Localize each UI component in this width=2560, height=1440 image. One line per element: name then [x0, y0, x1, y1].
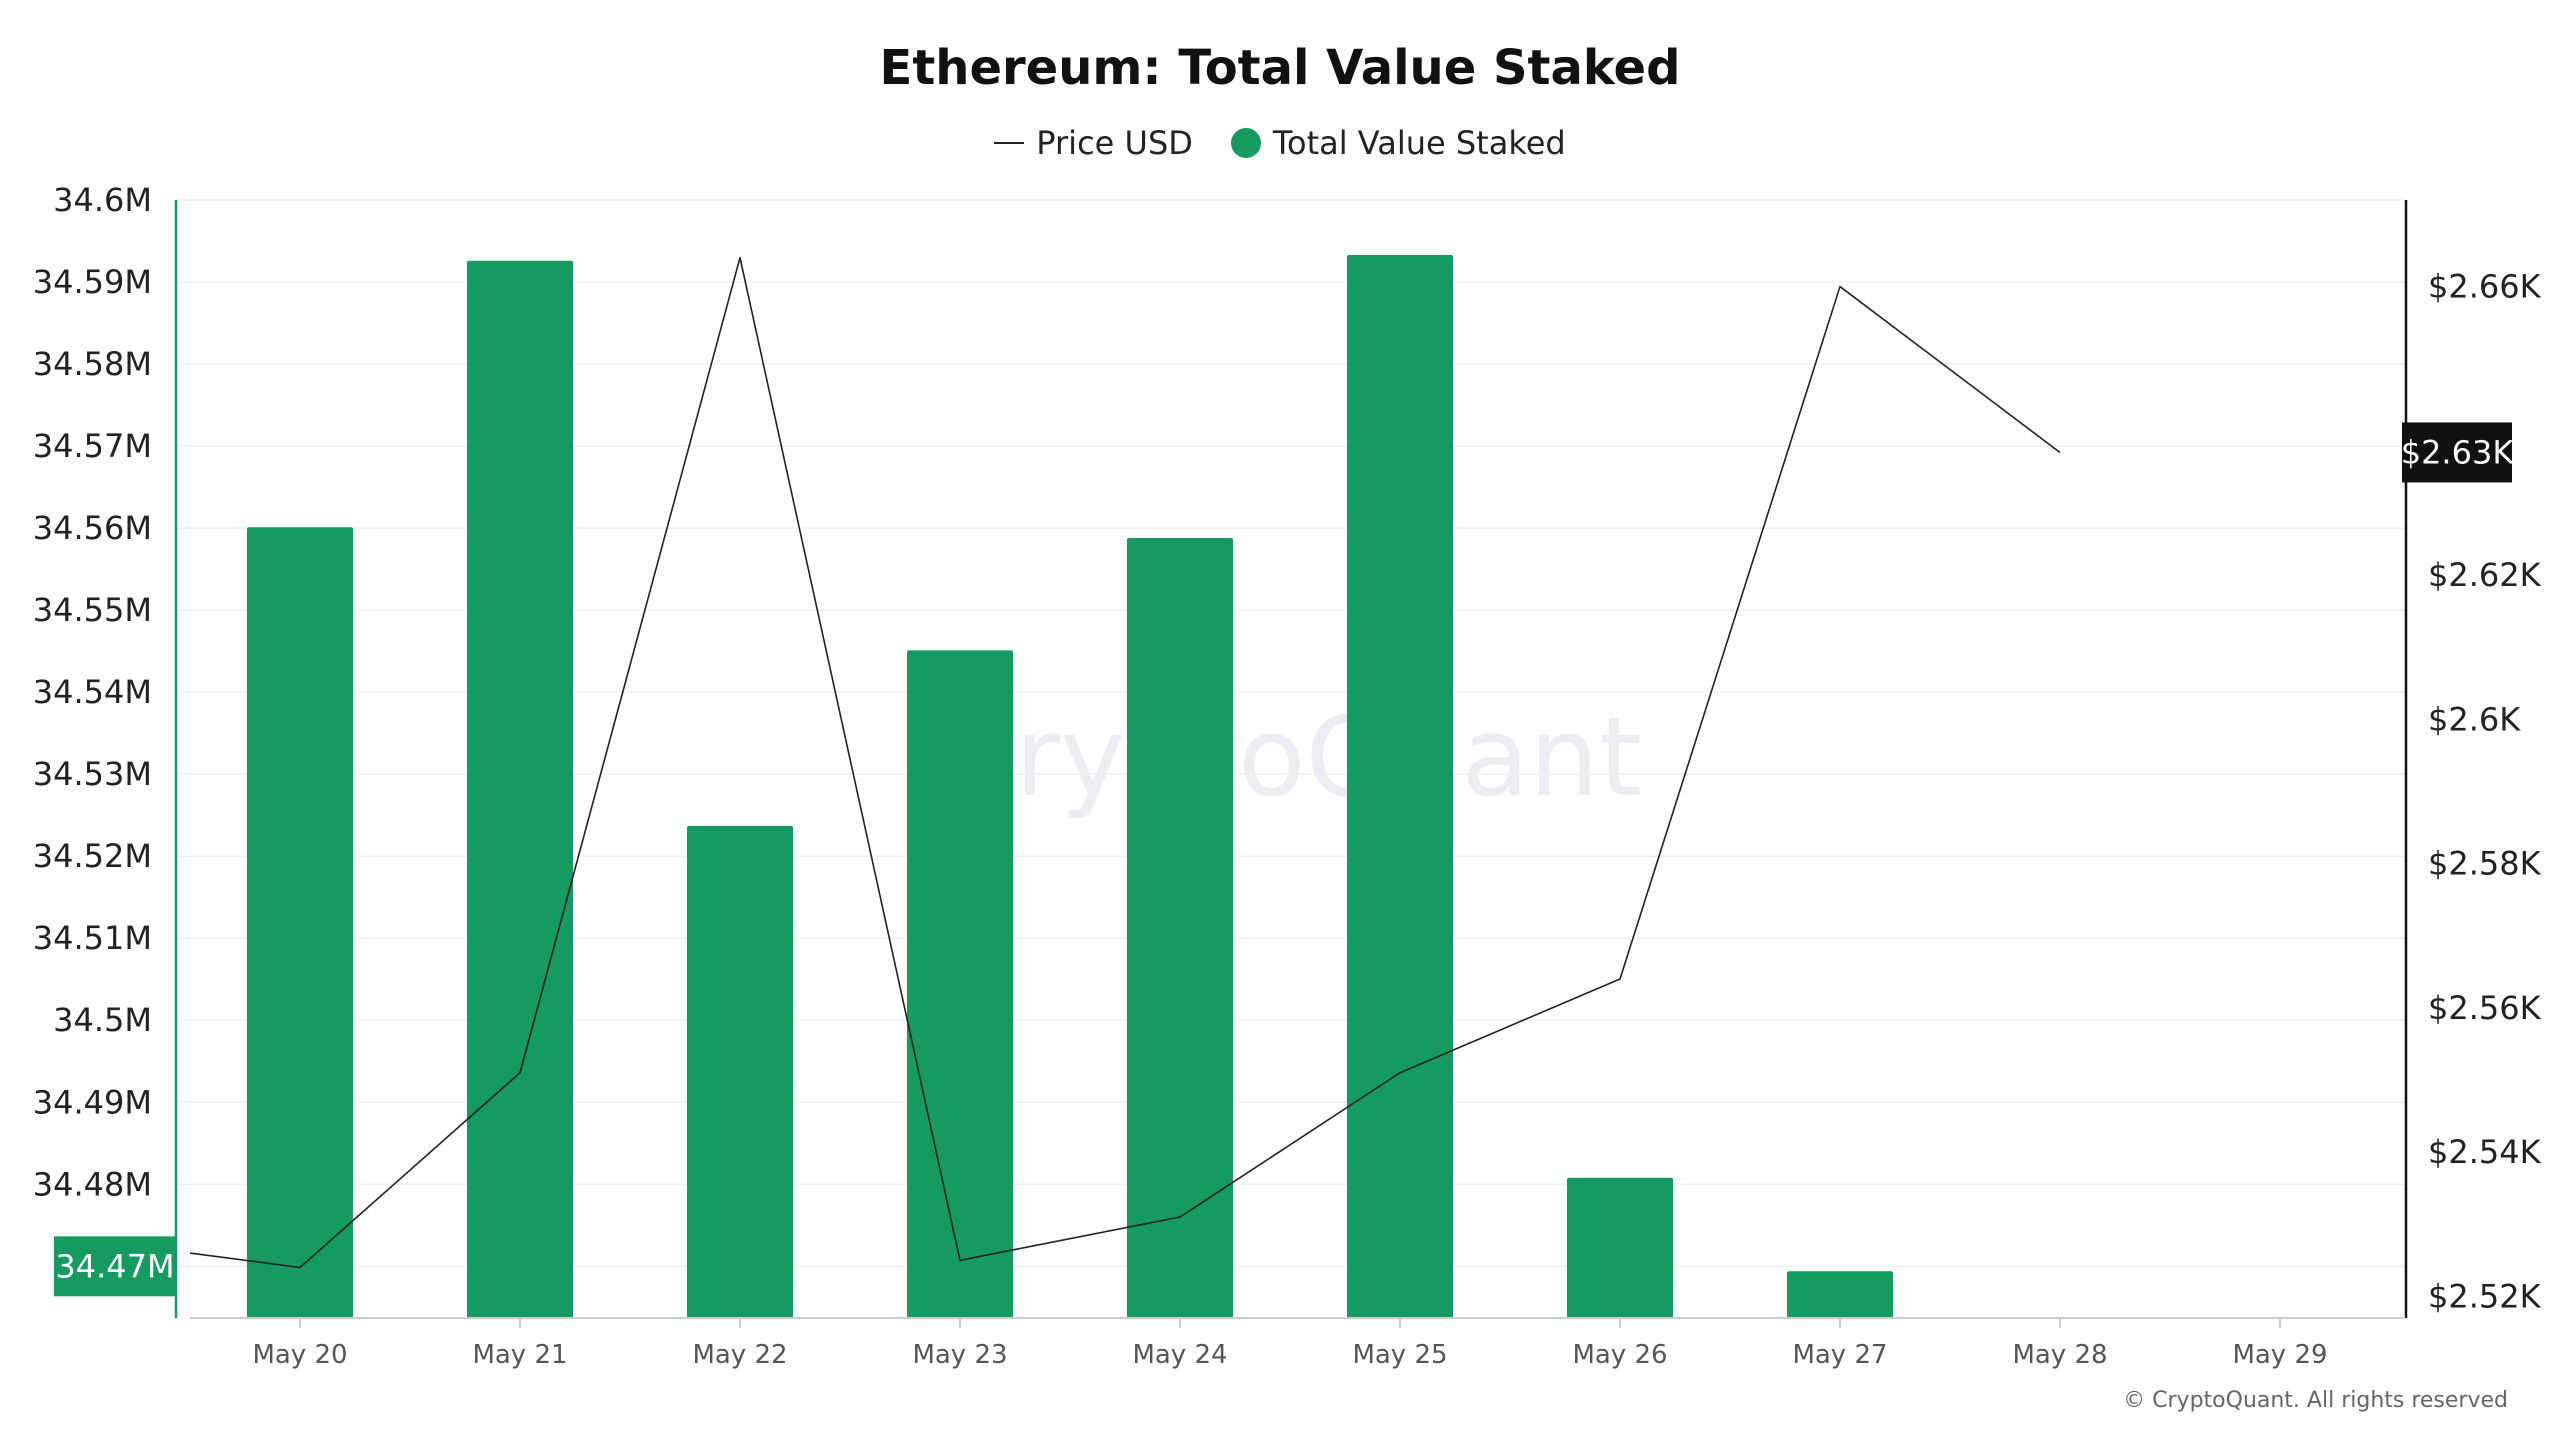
- y-right-tick-label: $2.52K: [2428, 1277, 2542, 1315]
- x-tick-label: May 26: [1572, 1340, 1667, 1370]
- y-left-tick-label: 34.5M: [53, 1001, 152, 1039]
- x-tick-label: May 28: [2012, 1340, 2107, 1370]
- bar-may-23: [907, 650, 1013, 1318]
- legend-dot-icon: [1230, 128, 1261, 158]
- legend: Price USD Total Value Staked: [0, 124, 2560, 162]
- x-tick-label: May 27: [1792, 1340, 1887, 1370]
- legend-line-icon: [994, 142, 1025, 144]
- current-price-badge: [2402, 422, 2512, 483]
- y-right-tick-label: $2.6K: [2428, 700, 2521, 738]
- x-tick-label: May 24: [1132, 1340, 1227, 1370]
- y-right-tick-label: $2.54K: [2428, 1133, 2542, 1171]
- y-left-tick-label: 34.59M: [33, 263, 152, 301]
- x-tick-label: May 29: [2232, 1340, 2327, 1370]
- bar-may-20: [247, 527, 353, 1318]
- y-right-tick-label: $2.58K: [2428, 845, 2542, 883]
- y-left-tick-label: 34.48M: [33, 1165, 152, 1203]
- legend-label-price: Price USD: [1036, 124, 1193, 162]
- x-tick-label: May 22: [692, 1340, 787, 1370]
- x-tick-label: May 25: [1352, 1340, 1447, 1370]
- copyright: © CryptoQuant. All rights reserved: [2123, 1388, 2508, 1413]
- bar-may-27: [1787, 1271, 1893, 1318]
- y-left-tick-label: 34.53M: [33, 755, 152, 793]
- y-right-tick-label: $2.62K: [2428, 556, 2542, 594]
- current-staked-badge: [54, 1236, 176, 1297]
- price-usd-line: [189, 256, 2061, 1269]
- legend-label-staked: Total Value Staked: [1272, 124, 1566, 162]
- current-staked-label: 34.47M: [55, 1247, 174, 1285]
- bar-may-26: [1567, 1177, 1673, 1318]
- y-left-tick-label: 34.58M: [33, 345, 152, 383]
- legend-item-price[interactable]: Price USD: [994, 124, 1193, 162]
- legend-item-staked[interactable]: Total Value Staked: [1230, 124, 1566, 162]
- y-left-tick-label: 34.57M: [33, 427, 152, 465]
- y-left-tick-label: 34.6M: [53, 181, 152, 219]
- x-tick-label: May 21: [472, 1340, 567, 1370]
- bar-may-24: [1127, 537, 1233, 1318]
- y-left-tick-label: 34.52M: [33, 837, 152, 875]
- y-right-tick-label: $2.66K: [2428, 268, 2542, 306]
- chart-title: Ethereum: Total Value Staked: [879, 40, 1681, 96]
- bar-may-25: [1347, 254, 1453, 1319]
- x-tick-label: May 20: [252, 1340, 347, 1370]
- axes: 34.6M 34.59M 34.58M 34.57M 34.56M 34.55M 34.54…: [33, 181, 2542, 1370]
- y-left-tick-label: 34.56M: [33, 509, 152, 547]
- bar-may-22: [687, 825, 793, 1318]
- y-left-tick-label: 34.54M: [33, 673, 152, 711]
- current-price-label: $2.63K: [2401, 433, 2515, 471]
- x-tick-label: May 23: [912, 1340, 1007, 1370]
- y-right-tick-label: $2.56K: [2428, 989, 2542, 1027]
- bars: [247, 254, 1893, 1319]
- watermark: CryptoQuant: [938, 693, 1642, 821]
- bar-may-21: [467, 260, 573, 1318]
- y-left-tick-label: 34.51M: [33, 919, 152, 957]
- y-left-tick-label: 34.55M: [33, 591, 152, 629]
- y-left-tick-label: 34.49M: [33, 1083, 152, 1121]
- price-line-layer: [189, 256, 2061, 1269]
